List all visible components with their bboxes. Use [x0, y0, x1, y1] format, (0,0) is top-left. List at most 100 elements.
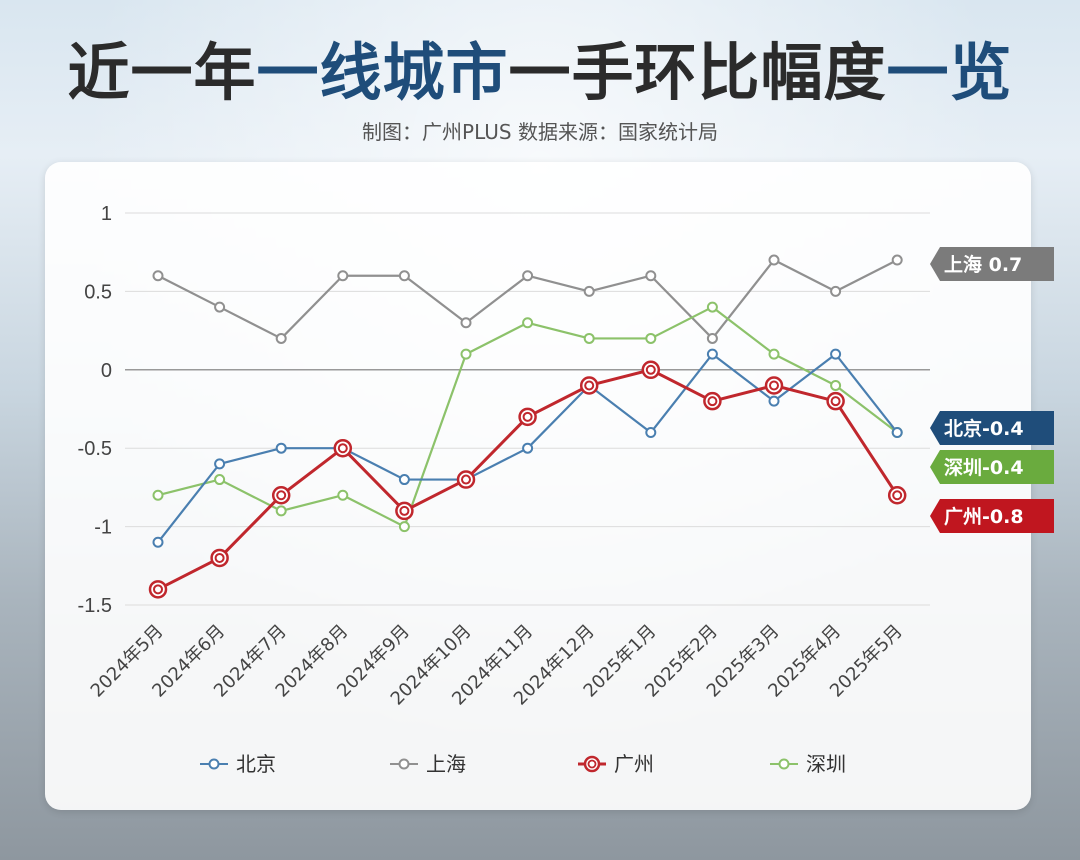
- data-point-guangzhou: [210, 548, 229, 568]
- data-point-beijing: [214, 458, 226, 470]
- y-tick-label: 1: [101, 203, 112, 225]
- data-point-beijing: [522, 442, 534, 454]
- data-point-inner-ring: [337, 443, 348, 454]
- legend-marker: [208, 758, 220, 770]
- legend: 北京 上海 广州 深圳: [200, 752, 846, 776]
- series-line-guangzhou: [157, 368, 899, 591]
- data-point-shenzhen: [398, 521, 410, 533]
- data-point-guangzhou: [887, 485, 907, 505]
- legend-label: 北京: [236, 752, 276, 776]
- series-points: [148, 254, 907, 599]
- data-point-inner-ring: [461, 474, 471, 485]
- data-point-inner-ring: [645, 364, 656, 375]
- data-point-guangzhou: [271, 485, 291, 505]
- x-axis: 2024年5月2024年6月2024年7月2024年8月2024年9月2024年…: [87, 621, 907, 710]
- data-point-guangzhou: [579, 376, 599, 395]
- data-point-inner-ring: [276, 490, 287, 501]
- data-point-beijing: [152, 536, 164, 548]
- end-label-shanghai: 上海 0.7: [930, 247, 1054, 281]
- legend-label: 上海: [426, 752, 466, 776]
- y-tick-label: -1: [94, 517, 112, 539]
- data-point-beijing: [830, 348, 842, 360]
- data-point-inner-ring: [707, 396, 718, 407]
- data-point-shanghai: [768, 254, 780, 266]
- data-point-guangzhou: [518, 407, 537, 427]
- data-point-shanghai: [645, 270, 657, 282]
- data-point-guangzhou: [456, 470, 476, 489]
- legend-item-shanghai: 上海: [390, 752, 466, 776]
- data-point-beijing: [275, 442, 287, 454]
- title-part-4: 一览: [886, 36, 1013, 109]
- data-point-shanghai: [275, 332, 287, 344]
- data-point-shenzhen: [337, 489, 349, 501]
- end-label-beijing: 北京-0.4: [930, 411, 1054, 445]
- data-point-shanghai: [337, 270, 349, 282]
- y-axis: 1 0.5 0 -0.5 -1 -1.5: [78, 203, 112, 617]
- chart-panel: [45, 162, 1031, 810]
- legend-item-beijing: 北京: [200, 752, 276, 776]
- data-point-guangzhou: [764, 376, 784, 395]
- data-point-beijing: [645, 427, 657, 439]
- data-point-beijing: [706, 348, 718, 360]
- data-point-beijing: [768, 395, 780, 407]
- end-label-background: [930, 247, 1054, 281]
- data-point-shanghai: [522, 270, 534, 282]
- data-point-shenzhen: [275, 505, 287, 517]
- data-point-shenzhen: [152, 489, 164, 501]
- data-point-shenzhen: [706, 301, 718, 313]
- title-part-3: 一手环比幅度: [508, 36, 887, 109]
- data-point-guangzhou: [148, 580, 168, 599]
- legend-label: 广州: [614, 752, 654, 776]
- end-labels: 上海 0.7 北京-0.4 深圳-0.4 广州-0.8: [930, 247, 1054, 533]
- page-title: 近一年一线城市一手环比幅度一览: [0, 22, 1080, 112]
- y-tick-label: -1.5: [78, 595, 112, 617]
- data-point-inner-ring: [214, 552, 225, 563]
- end-label-shenzhen: 深圳-0.4: [930, 450, 1054, 484]
- data-point-shenzhen: [645, 332, 657, 344]
- title-part-2: 一线城市: [256, 36, 509, 109]
- data-point-shanghai: [830, 285, 842, 297]
- end-label-background: [930, 450, 1054, 484]
- data-point-shanghai: [706, 332, 718, 344]
- data-point-shanghai: [583, 285, 595, 297]
- page-subtitle: 制图：广州PLUS 数据来源：国家统计局: [362, 120, 718, 144]
- y-tick-label: -0.5: [78, 438, 112, 460]
- end-label-background: [930, 499, 1054, 533]
- data-point-guangzhou: [826, 391, 845, 411]
- y-tick-label: 0: [101, 360, 112, 382]
- data-point-shenzhen: [214, 474, 226, 486]
- end-label-guangzhou: 广州-0.8: [930, 499, 1054, 533]
- data-point-inner-ring: [830, 396, 841, 407]
- y-tick-label: 0.5: [84, 281, 112, 303]
- legend-marker-inner: [587, 759, 597, 769]
- data-point-inner-ring: [584, 380, 595, 391]
- legend-item-guangzhou: 广州: [578, 752, 654, 776]
- data-point-shanghai: [891, 254, 903, 266]
- legend-marker: [778, 758, 790, 770]
- data-point-inner-ring: [522, 411, 533, 422]
- legend-marker: [398, 758, 410, 770]
- data-point-shenzhen: [522, 317, 534, 329]
- data-point-beijing: [398, 474, 410, 486]
- data-point-guangzhou: [703, 391, 722, 411]
- data-point-shenzhen: [583, 332, 595, 344]
- title-part-1: 近一年: [67, 36, 257, 109]
- data-point-shanghai: [152, 270, 164, 282]
- data-point-guangzhou: [333, 438, 353, 458]
- data-point-shanghai: [398, 270, 410, 282]
- data-point-guangzhou: [641, 360, 661, 380]
- legend-item-shenzhen: 深圳: [770, 752, 846, 776]
- data-point-inner-ring: [892, 490, 903, 501]
- data-point-guangzhou: [395, 501, 414, 521]
- data-point-inner-ring: [399, 505, 410, 516]
- end-label-text: 广州-0.8: [944, 505, 1024, 528]
- data-point-shenzhen: [830, 379, 842, 391]
- end-label-text: 北京-0.4: [944, 417, 1024, 440]
- end-label-text: 深圳-0.4: [944, 456, 1024, 479]
- data-point-shenzhen: [460, 348, 472, 360]
- legend-label: 深圳: [806, 752, 846, 776]
- data-point-inner-ring: [153, 584, 163, 595]
- data-point-shanghai: [214, 301, 226, 313]
- data-point-inner-ring: [769, 380, 779, 391]
